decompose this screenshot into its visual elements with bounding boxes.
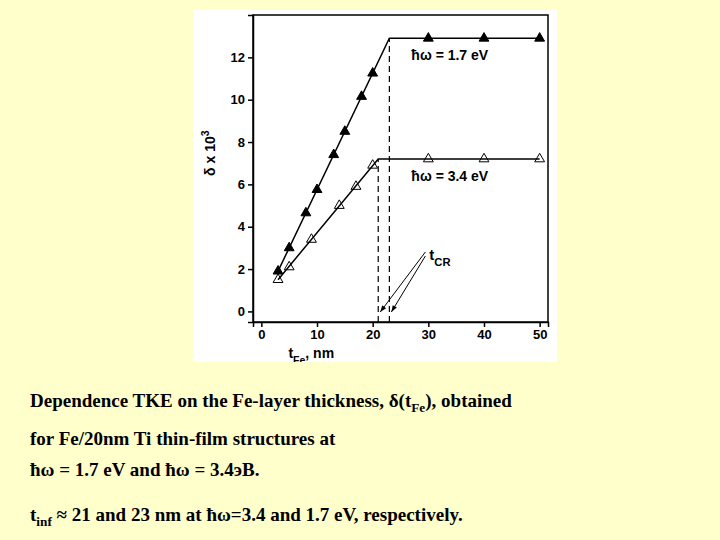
y-tick: 0	[238, 304, 253, 319]
y-tick-label: 0	[238, 304, 245, 319]
data-point	[479, 33, 489, 42]
x-tick: 10	[310, 322, 324, 342]
x-axis-line	[254, 323, 549, 328]
caption-line: ħω = 1.7 eV and ħω = 3.4эВ.	[30, 457, 710, 482]
caption-line: for Fe/20nm Ti thin-film structures at	[30, 426, 710, 451]
y-tick-label: 12	[231, 50, 245, 65]
y-axis-title: δ x 103	[199, 130, 218, 176]
y-axis: 0 2 4 6 8 10 12	[231, 16, 254, 323]
x-tick-label: 50	[533, 327, 547, 342]
series-line	[278, 38, 540, 271]
data-point	[423, 33, 433, 42]
caption-text: Dependence TKE on the Fe-layer thickness…	[30, 390, 411, 411]
data-point	[535, 153, 545, 162]
x-tick: 0	[258, 322, 265, 342]
x-tick-label: 40	[477, 327, 491, 342]
annotation-arrow	[380, 252, 425, 312]
annotation-arrowhead	[391, 305, 396, 312]
caption-text: t	[30, 504, 36, 525]
y-tick-mark	[248, 226, 253, 228]
y-tick-label: 2	[238, 262, 245, 277]
y-tick: 10	[231, 92, 253, 107]
y-tick-mark	[248, 142, 253, 144]
x-tick-label: 0	[258, 327, 265, 342]
y-tick: 12	[231, 50, 253, 65]
data-point	[423, 153, 433, 162]
annotation-arrowhead	[380, 305, 386, 312]
caption-text: ), obtained	[425, 390, 512, 411]
caption-text: for Fe/20nm Ti thin-film structures at	[30, 428, 335, 449]
plot-frame	[253, 15, 548, 322]
x-tick-label: 10	[310, 327, 324, 342]
x-tick-label: 20	[366, 327, 380, 342]
y-tick: 2	[238, 262, 253, 277]
y-tick-mark	[248, 99, 253, 101]
y-tick: 4	[238, 219, 253, 234]
y-tick: 6	[238, 177, 253, 192]
caption-text: inf	[36, 514, 52, 529]
caption-text: ħω = 1.7 eV and ħω = 3.4эВ.	[30, 459, 259, 480]
x-tick-label: 30	[422, 327, 436, 342]
label-part: Fe	[293, 354, 305, 362]
label-part: δ x 10	[202, 136, 218, 176]
x-tick: 20	[366, 322, 380, 342]
data-point	[535, 33, 545, 42]
t-inf-line	[378, 159, 379, 322]
y-tick-mark	[248, 269, 253, 271]
caption-text: Fe	[411, 400, 425, 415]
y-tick-label: 6	[238, 177, 245, 192]
x-axis-title: tFe, nm	[288, 345, 334, 362]
plot: 0 10 20 30 40 50 0 2 4 6 8 10 12 ħω = 1.7 eV ħω = 3.4 …	[231, 15, 549, 342]
label-part: , nm	[305, 345, 334, 361]
t-inf-line	[389, 38, 390, 322]
annotation-arrow	[391, 256, 425, 312]
chart: 0 10 20 30 40 50 0 2 4 6 8 10 12 ħω = 1.7 eV ħω = 3.4 …	[193, 10, 557, 362]
label-part: 3	[199, 130, 211, 136]
series-line	[278, 159, 540, 280]
chart-background	[193, 10, 557, 362]
x-tick: 30	[422, 322, 436, 342]
series-label: ħω = 1.7 eV	[411, 47, 488, 63]
y-tick-mark	[248, 184, 253, 186]
caption-text: ≈ 21 and 23 nm at ħω=3.4 and 1.7 eV, res…	[52, 504, 463, 525]
label-part: CR	[434, 256, 450, 268]
y-tick-label: 10	[231, 92, 245, 107]
y-axis-line	[248, 16, 254, 323]
y-tick: 8	[238, 135, 253, 150]
x-axis: 0 10 20 30 40 50	[254, 322, 549, 342]
x-tick: 50	[533, 322, 547, 342]
y-tick-mark	[248, 57, 253, 59]
series-label: ħω = 3.4 eV	[411, 168, 488, 184]
marks	[273, 33, 544, 322]
y-tick-label: 8	[238, 135, 245, 150]
caption: Dependence TKE on the Fe-layer thickness…	[30, 388, 710, 540]
annotation: tCR	[429, 246, 450, 268]
y-tick-label: 4	[238, 219, 246, 234]
caption-line: Dependence TKE on the Fe-layer thickness…	[30, 388, 710, 420]
caption-line: tinf ≈ 21 and 23 nm at ħω=3.4 and 1.7 eV…	[30, 502, 710, 534]
data-point	[479, 153, 489, 162]
x-tick: 40	[477, 322, 491, 342]
y-tick-mark	[248, 311, 253, 313]
